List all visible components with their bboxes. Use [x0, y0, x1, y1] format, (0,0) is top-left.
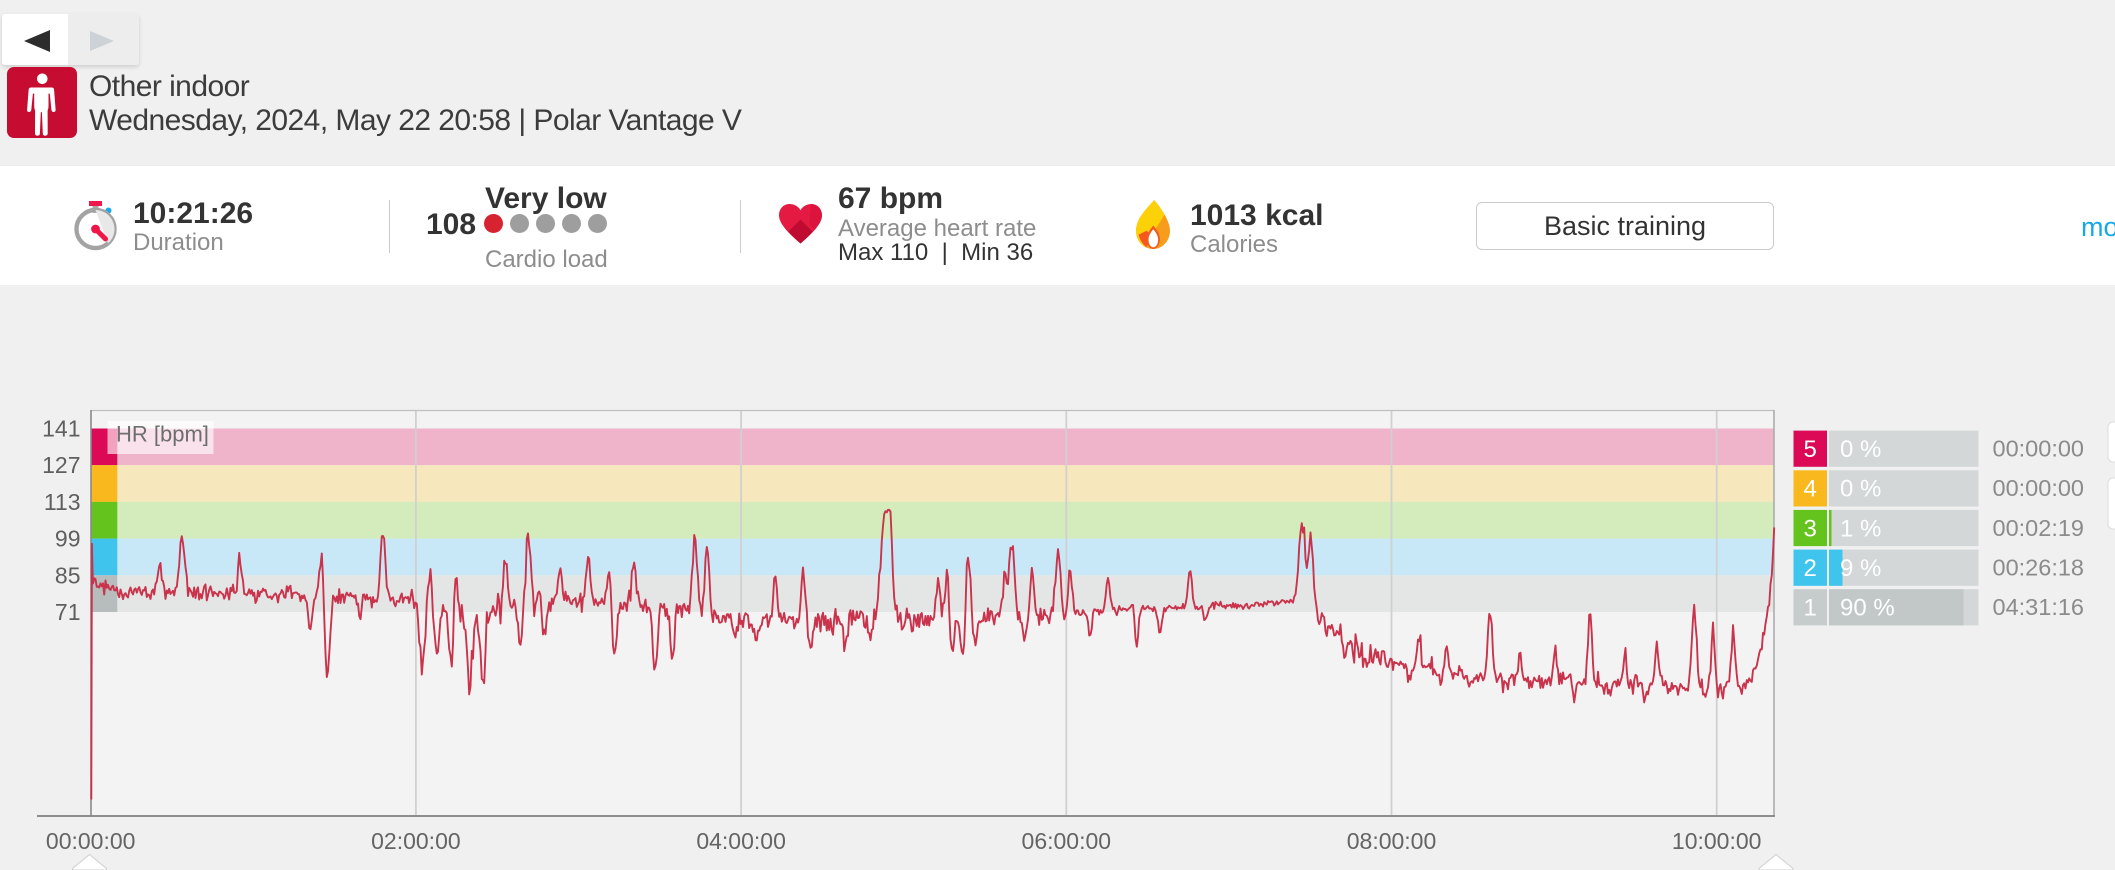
- svg-text:08:00:00: 08:00:00: [1347, 828, 1437, 854]
- svg-text:127: 127: [42, 452, 80, 478]
- svg-text:06:00:00: 06:00:00: [1022, 828, 1112, 854]
- svg-text:9 %: 9 %: [1840, 555, 1881, 582]
- svg-text:99: 99: [55, 526, 81, 552]
- svg-text:1: 1: [1804, 595, 1817, 622]
- svg-text:113: 113: [44, 489, 81, 515]
- svg-text:00:00:00: 00:00:00: [1993, 475, 2084, 501]
- svg-text:04:00:00: 04:00:00: [696, 828, 786, 854]
- svg-text:1 %: 1 %: [1840, 515, 1881, 542]
- svg-text:2: 2: [1804, 555, 1817, 582]
- svg-text:HR [bpm]: HR [bpm]: [116, 422, 209, 447]
- svg-text:3: 3: [1804, 515, 1817, 542]
- svg-text:00:02:19: 00:02:19: [1993, 515, 2084, 541]
- svg-text:00:00:00: 00:00:00: [46, 828, 136, 854]
- svg-text:141: 141: [42, 416, 80, 442]
- svg-text:5: 5: [1804, 436, 1817, 463]
- svg-text:02:00:00: 02:00:00: [371, 828, 461, 854]
- svg-text:85: 85: [55, 562, 81, 588]
- svg-text:04:31:16: 04:31:16: [1993, 594, 2084, 620]
- svg-text:4: 4: [1804, 476, 1817, 503]
- svg-text:00:00:00: 00:00:00: [1993, 436, 2084, 462]
- svg-text:90 %: 90 %: [1840, 595, 1895, 622]
- svg-text:0 %: 0 %: [1840, 436, 1881, 463]
- svg-text:71: 71: [55, 599, 81, 625]
- svg-text:00:26:18: 00:26:18: [1993, 555, 2084, 581]
- svg-text:10:00:00: 10:00:00: [1672, 828, 1762, 854]
- svg-text:0 %: 0 %: [1840, 476, 1881, 503]
